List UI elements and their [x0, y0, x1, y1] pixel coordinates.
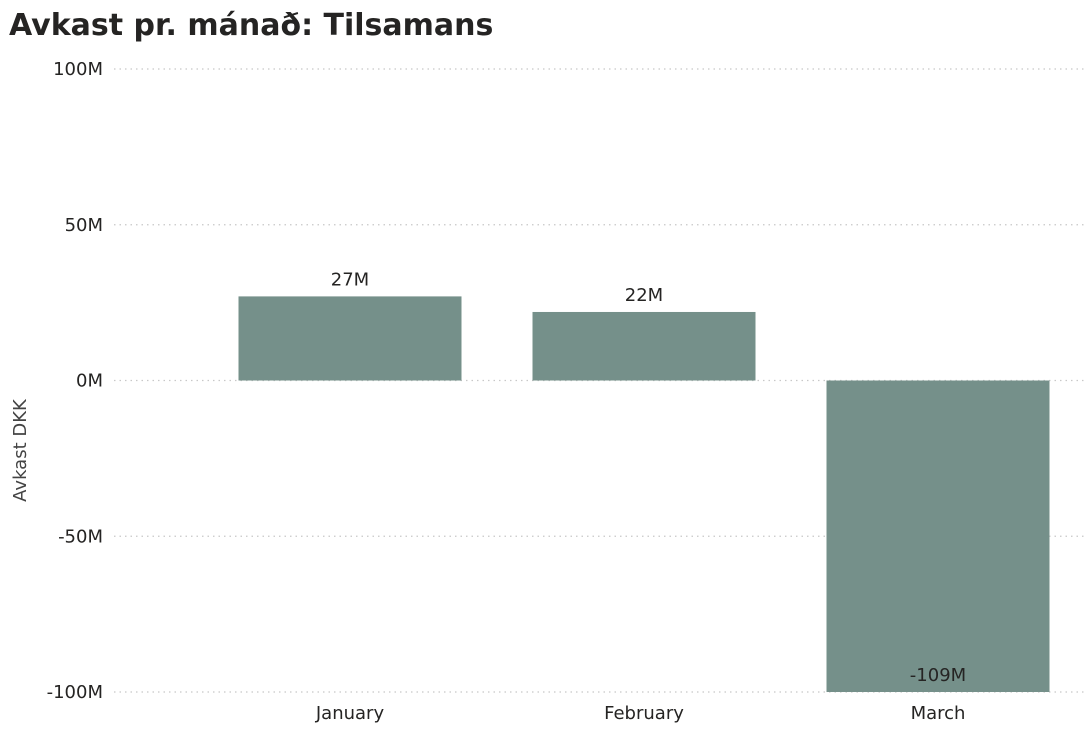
x-axis-categories: January February March	[315, 703, 966, 724]
data-labels: 27M 22M -109M	[331, 269, 966, 686]
data-label: 22M	[625, 285, 663, 306]
data-label: 27M	[331, 269, 369, 290]
chart-title: Avkast pr. mánað: Tilsamans	[9, 8, 494, 43]
bar-february[interactable]	[532, 311, 756, 381]
y-axis-title: Avkast DKK	[10, 398, 31, 502]
x-category-label: January	[315, 703, 385, 724]
y-tick-label: -50M	[58, 526, 103, 547]
bars[interactable]	[238, 296, 1050, 693]
x-category-label: March	[911, 703, 966, 724]
bar-march[interactable]	[826, 380, 1050, 693]
y-tick-label: -100M	[47, 682, 103, 703]
data-label: -109M	[910, 665, 966, 686]
x-category-label: February	[604, 703, 684, 724]
bar-january[interactable]	[238, 296, 462, 381]
y-tick-label: 100M	[53, 59, 103, 80]
y-axis-ticks: 100M 50M 0M -50M -100M	[47, 59, 103, 703]
y-tick-label: 0M	[76, 371, 103, 392]
y-tick-label: 50M	[65, 215, 103, 236]
